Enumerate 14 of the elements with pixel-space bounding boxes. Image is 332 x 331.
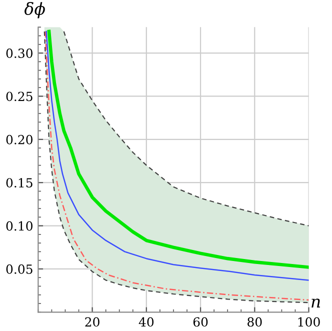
x-tick-label: 40: [138, 317, 154, 327]
x-tick-label: 20: [85, 317, 100, 327]
x-tick-label: 80: [248, 317, 262, 327]
y-tick-label: 0.30: [6, 48, 32, 58]
y-tick-label: 0.10: [6, 221, 32, 231]
x-axis-title: n: [312, 298, 320, 308]
x-tick-label: 60: [193, 317, 208, 327]
y-tick-label: 0.05: [6, 264, 32, 274]
y-tick-label: 0.25: [6, 92, 32, 102]
y-tick-label: 0.15: [6, 178, 32, 188]
y-tick-label: 0.20: [6, 134, 32, 144]
x-tick-label: 100: [298, 317, 320, 327]
y-axis-title: δϕ: [24, 2, 45, 18]
line-series: [63, 30, 309, 226]
